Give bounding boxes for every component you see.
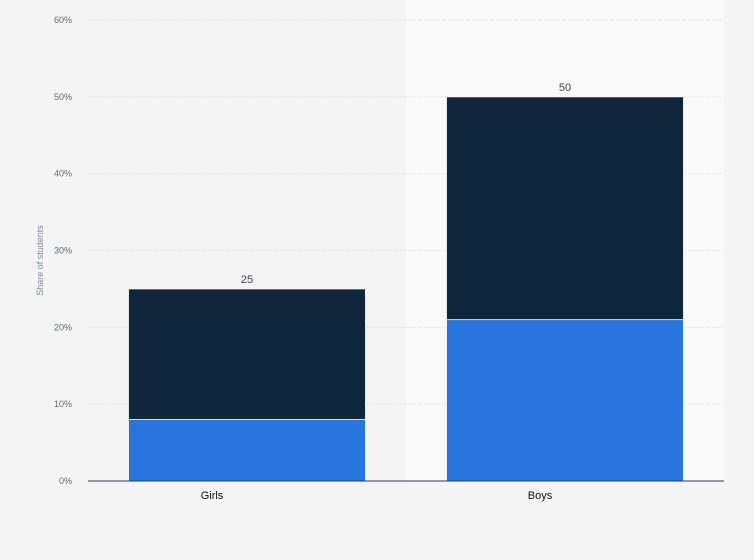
y-tick-label: 20% bbox=[54, 322, 72, 332]
bar-boys-segment-2 bbox=[446, 96, 684, 321]
data-label-total: 50 bbox=[559, 82, 571, 94]
y-tick-label: 60% bbox=[54, 15, 72, 25]
bar-girls-segment-2 bbox=[128, 288, 366, 420]
data-label-total: 25 bbox=[241, 274, 253, 286]
x-axis-labels: Girls Boys bbox=[201, 490, 553, 502]
y-tick-label: 30% bbox=[54, 246, 72, 256]
y-tick-label: 40% bbox=[54, 169, 72, 179]
data-labels: 25 50 bbox=[241, 82, 571, 286]
y-tick-label: 0% bbox=[59, 476, 72, 486]
y-axis-ticks: 0% 10% 20% 30% 40% 50% 60% bbox=[54, 15, 72, 486]
y-tick-label: 10% bbox=[54, 399, 72, 409]
bar-girls-segment-1 bbox=[128, 419, 366, 482]
x-tick-label: Girls bbox=[201, 490, 224, 502]
x-tick-label: Boys bbox=[528, 490, 553, 502]
bars bbox=[128, 96, 684, 482]
y-tick-label: 50% bbox=[54, 92, 72, 102]
bar-boys-segment-1 bbox=[446, 319, 684, 482]
y-axis-title: Share of students bbox=[35, 225, 45, 296]
